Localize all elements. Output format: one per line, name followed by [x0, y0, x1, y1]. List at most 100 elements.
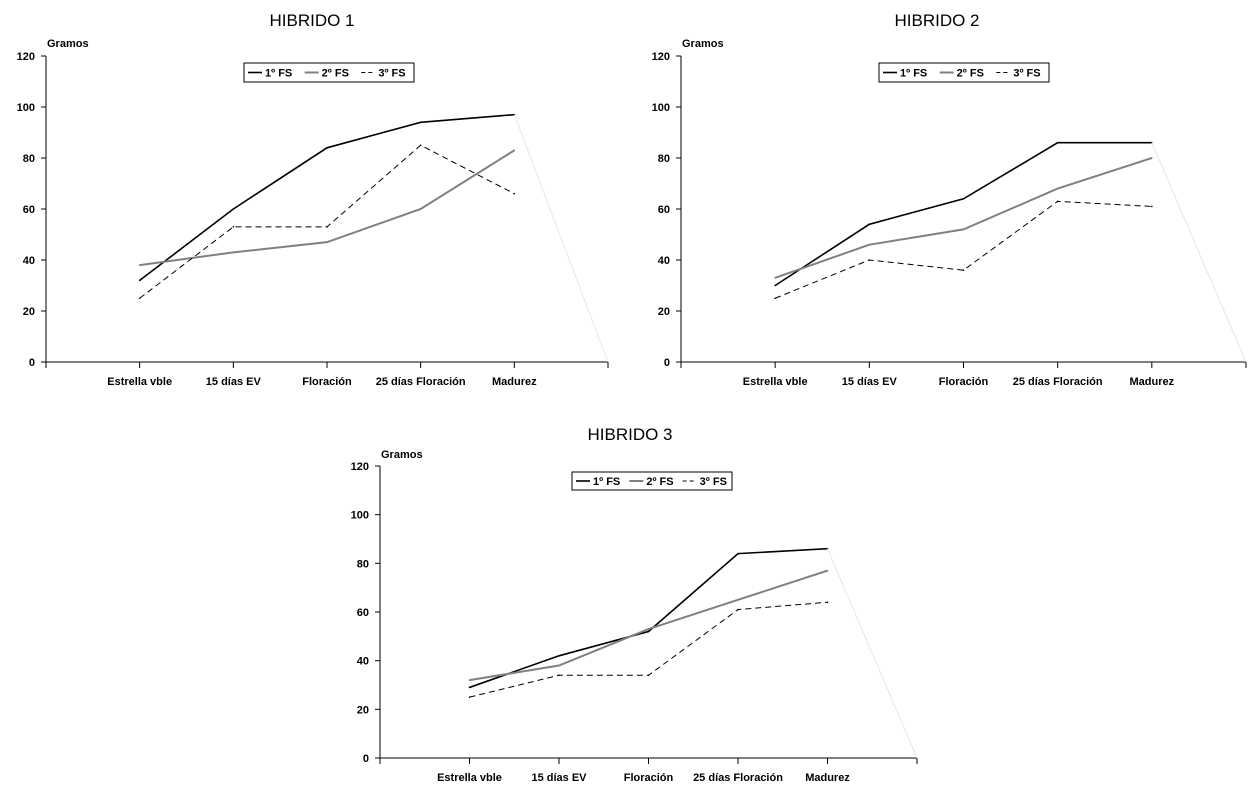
y-tick-label: 120	[351, 461, 369, 473]
legend: 1º FS 2º FS 3º FS	[878, 62, 1050, 83]
data-point	[419, 208, 422, 210]
legend-label-3: 3º FS	[700, 476, 727, 488]
y-tick-label: 80	[357, 558, 369, 570]
legend-label-3: 3º FS	[1013, 68, 1040, 80]
chart-hibrido-3: HIBRIDO 3 Gramos 0 20 40 60 80 100 120 Estrella v…	[330, 415, 930, 787]
data-point	[737, 608, 739, 611]
series-line-2	[469, 569, 828, 682]
y-tick-label: 40	[23, 255, 35, 267]
data-point	[326, 147, 328, 149]
data-point	[962, 198, 965, 200]
data-point	[558, 674, 560, 677]
legend-label-1: 1º FS	[593, 476, 620, 488]
data-point	[826, 569, 829, 572]
data-point	[962, 228, 965, 231]
y-tick-label: 0	[664, 357, 670, 369]
y-tick-label: 20	[357, 704, 369, 716]
y-tick-label: 60	[357, 607, 369, 619]
x-tick-label: 25 días Floración	[1013, 376, 1103, 388]
y-axis-label: Gramos	[381, 449, 423, 461]
data-point	[1056, 187, 1059, 190]
x-tick-label: 25 días Floración	[376, 376, 466, 388]
trailing-drop-line	[827, 548, 918, 759]
x-tick-label: Estrella vble	[437, 772, 502, 784]
trailing-drop-line	[513, 114, 609, 363]
data-point	[558, 655, 560, 657]
chart-hibrido-2-svg: HIBRIDO 2 Gramos 0 20 40 60 80 100 120 Estrella v…	[652, 11, 1247, 388]
data-point	[774, 277, 776, 279]
data-point	[1151, 205, 1153, 208]
legend-box	[243, 62, 415, 83]
data-point	[232, 208, 235, 210]
series-line-2	[774, 157, 1153, 279]
data-point	[513, 192, 516, 195]
legend-label-3: 3º FS	[378, 68, 405, 80]
chart-hibrido-1-svg: HIBRIDO 1 Gramos 0 20 40 60 80 100 120 Estrella v…	[17, 11, 609, 388]
legend-box	[878, 62, 1050, 83]
data-point	[962, 269, 965, 272]
y-tick-label: 0	[363, 753, 369, 765]
data-point	[468, 679, 471, 681]
x-tick-label: Floración	[939, 376, 989, 388]
legend-box	[571, 471, 733, 491]
data-point	[868, 223, 871, 226]
x-tick-label: 25 días Floración	[693, 772, 783, 784]
x-tick-label: Estrella vble	[743, 376, 808, 388]
series-line-1	[469, 547, 828, 689]
data-point	[468, 696, 471, 698]
data-point	[232, 226, 235, 228]
chart-hibrido-2: HIBRIDO 2 Gramos 0 20 40 60 80 100 120 Estrella v…	[625, 0, 1250, 400]
x-tick-label: Floración	[302, 376, 352, 388]
data-point	[774, 297, 776, 300]
y-tick-label: 40	[357, 656, 369, 668]
x-tick-label: Madurez	[492, 376, 537, 388]
series-line-1	[774, 141, 1152, 287]
chart-title: HIBRIDO 1	[269, 11, 354, 30]
data-point	[138, 279, 141, 282]
y-tick-label: 40	[658, 255, 670, 267]
legend-label-1: 1º FS	[900, 68, 927, 80]
legend-label-2: 2º FS	[957, 68, 984, 80]
data-point	[138, 264, 141, 266]
x-tick-label: Madurez	[1130, 376, 1175, 388]
data-point	[826, 601, 829, 604]
data-point	[1151, 157, 1153, 159]
x-tick-label: Madurez	[805, 772, 850, 784]
data-point	[558, 664, 560, 667]
x-tick-label: 15 días EV	[531, 772, 587, 784]
y-tick-label: 60	[658, 204, 670, 216]
data-point	[647, 674, 650, 677]
data-point	[868, 243, 871, 246]
y-axis-label: Gramos	[47, 38, 89, 50]
chart-title: HIBRIDO 3	[587, 425, 672, 444]
y-tick-label: 80	[23, 153, 35, 165]
y-tick-label: 0	[29, 357, 35, 369]
data-point	[737, 599, 739, 601]
y-tick-label: 100	[17, 102, 35, 114]
series-line-3	[139, 144, 515, 299]
chart-hibrido-1: HIBRIDO 1 Gramos 0 20 40 60 80 100 120 Estrella v…	[0, 0, 625, 400]
data-point	[419, 144, 422, 147]
data-point	[138, 297, 141, 300]
data-point	[774, 284, 776, 287]
trailing-drop-line	[1151, 142, 1247, 363]
legend: 1º FS 2º FS 3º FS	[571, 471, 733, 491]
data-point	[1056, 141, 1059, 144]
data-point	[468, 686, 471, 689]
y-tick-label: 120	[17, 51, 35, 63]
x-tick-label: Estrella vble	[107, 376, 172, 388]
data-point	[513, 149, 516, 152]
data-point	[419, 121, 422, 124]
data-point	[326, 226, 328, 228]
chart-hibrido-3-svg: HIBRIDO 3 Gramos 0 20 40 60 80 100 120 Estrella v…	[351, 425, 918, 784]
y-tick-label: 100	[351, 510, 369, 522]
data-point	[326, 241, 328, 243]
chart-title: HIBRIDO 2	[894, 11, 979, 30]
legend-label-1: 1º FS	[265, 68, 292, 80]
y-axis-label: Gramos	[682, 38, 724, 50]
series-line-3	[774, 200, 1152, 299]
legend-label-2: 2º FS	[322, 68, 349, 80]
y-tick-label: 60	[23, 204, 35, 216]
series-line-2	[139, 149, 515, 267]
legend: 1º FS 2º FS 3º FS	[243, 62, 415, 83]
